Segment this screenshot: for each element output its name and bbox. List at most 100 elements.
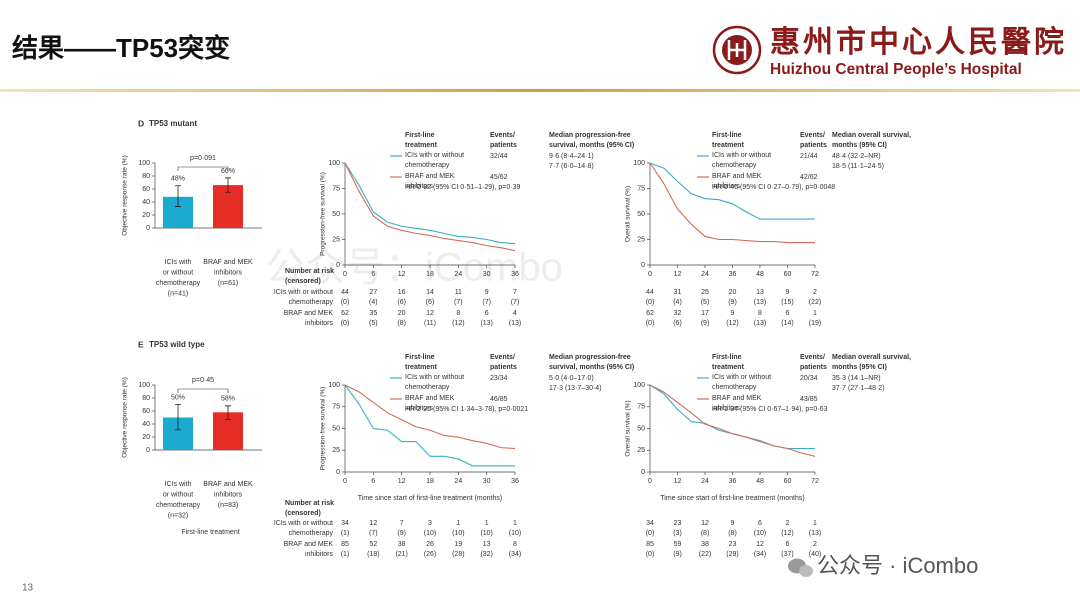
censored: (13) [509,320,521,327]
value-label: 48% [171,176,185,183]
hazard-ratio: HR 0·46 (95% CI 0·27–0·79), p=0·0048 [712,184,835,191]
at-risk: 44 [646,289,654,296]
at-risk: 6 [485,310,489,317]
x-tick-label: 48 [756,478,764,485]
y-tick-label: 25 [332,447,340,454]
censored: (10) [509,530,521,537]
hospital-en: Huizhou Central People’s Hospital [770,61,1022,78]
censored: (10) [424,530,436,537]
censored: (12) [452,320,464,327]
x-tick-label: (n=41) [168,290,188,297]
median: 5·0 (4·0–17·0) [549,375,594,382]
legend-header: Events/ [800,132,825,139]
at-risk: 2 [813,541,817,548]
censored: (5) [701,299,710,306]
at-risk: 52 [369,541,377,548]
legend-header: Events/ [490,132,515,139]
x-tick-label: 72 [811,478,819,485]
at-risk: 62 [341,310,349,317]
legend-label: ICIs with or without chemotherapy [712,152,772,169]
legend-header: treatment [712,364,745,371]
censored: (19) [809,320,821,327]
error-bar [225,177,231,193]
censored: (12) [781,530,793,537]
panel-label: D [138,118,144,128]
y-tick-label: 40 [142,421,150,428]
risk-row-label: inhibitors [305,320,334,327]
x-tick-label: or without [163,269,193,276]
legend-header: First-line [712,132,742,139]
watermark: 公众号 · iCombo [817,553,978,578]
at-risk: 9 [731,310,735,317]
censored: (10) [452,530,464,537]
censored: (8) [701,530,710,537]
x-tick-label: BRAF and MEK [203,481,253,488]
y-axis-label: Overall survival (%) [625,186,632,242]
x-tick-label: 18 [426,478,434,485]
risk-header: (censored) [285,510,321,517]
y-tick-label: 50 [637,211,645,218]
value-label: 50% [171,394,185,401]
censored: (10) [480,530,492,537]
x-tick-label: 30 [483,478,491,485]
at-risk: 27 [369,289,377,296]
x-tick-label: 72 [811,271,819,278]
risk-row-label: chemotherapy [289,299,334,306]
x-tick-label: 12 [674,271,682,278]
x-tick-label: ICIs with [165,259,192,266]
at-risk: 31 [674,289,682,296]
risk-header: Number at risk [285,500,334,507]
x-tick-label: 18 [426,271,434,278]
at-risk: 20 [729,289,737,296]
legend-header: patients [800,142,827,149]
x-tick-label: BRAF and MEK [203,259,253,266]
legend-label: ICIs with or without chemotherapy [712,374,772,391]
censored: (7) [511,299,520,306]
censored: (9) [728,299,737,306]
legend-header: First-line [405,132,435,139]
at-risk: 1 [456,520,460,527]
y-tick-label: 75 [332,404,340,411]
censored: (1) [341,530,350,537]
at-risk: 6 [758,520,762,527]
at-risk: 62 [646,310,654,317]
survival-line [344,384,516,450]
at-risk: 34 [646,520,654,527]
x-tick-label: 60 [784,271,792,278]
x-tick-label: ICIs with [165,481,192,488]
at-risk: 17 [701,310,709,317]
hazard-ratio: HR 1·34 (95% CI 0·67–1·94), p=0·63 [712,406,827,413]
x-tick-label: (n=32) [168,512,188,519]
censored: (0) [341,299,350,306]
events: 46/85 [490,396,508,403]
y-tick-label: 60 [142,186,150,193]
at-risk: 6 [786,541,790,548]
at-risk: 2 [813,289,817,296]
at-risk: 9 [485,289,489,296]
censored: (26) [424,551,436,558]
y-tick-label: 100 [633,160,645,167]
x-tick-label: 12 [674,478,682,485]
x-tick-label: (n=83) [218,502,238,509]
risk-header: (censored) [285,278,321,285]
legend-label: BRAF and MEK inhibitors [405,395,455,412]
legend-header: months (95% CI) [832,142,887,149]
y-axis-label: Progression-free survival (%) [320,387,327,471]
at-risk: 44 [341,289,349,296]
y-tick-label: 100 [138,382,150,389]
survival-line [344,162,516,252]
at-risk: 25 [701,289,709,296]
watermark: 公众号：iCombo [265,246,563,290]
y-tick-label: 50 [637,425,645,432]
censored: (28) [452,551,464,558]
at-risk: 32 [674,310,682,317]
x-tick-label: 0 [343,271,347,278]
legend-header: treatment [405,364,438,371]
p-bracket [177,388,229,393]
at-risk: 12 [756,541,764,548]
survival-line [649,384,816,457]
at-risk: 12 [426,310,434,317]
y-axis-label: Objective response rate (%) [122,155,129,236]
events: 43/85 [800,396,818,403]
